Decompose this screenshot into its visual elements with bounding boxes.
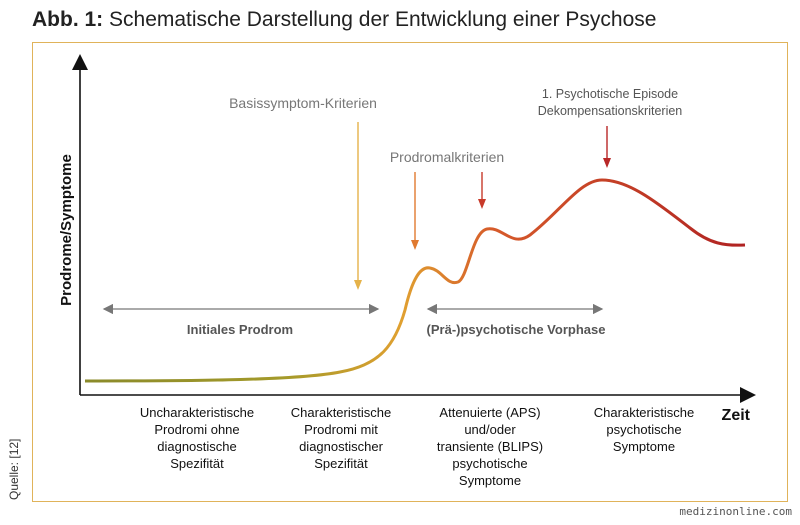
- episode-arrow-head: [603, 158, 611, 168]
- episode-label-line1: 1. Psychotische Episode: [542, 87, 678, 101]
- stage-4-description: Charakteristische psychotische Symptome: [594, 405, 694, 454]
- figure-caption: Schematische Darstellung der Entwicklung…: [109, 8, 657, 31]
- source-note: Quelle: [12]: [7, 438, 21, 500]
- stage-2-description: Charakteristische Prodromi mit diagnosti…: [291, 405, 391, 471]
- stage-text: diagnostische: [157, 439, 237, 454]
- stage-text: transiente (BLIPS): [437, 439, 543, 454]
- episode-label-line2: Dekompensationskriterien: [538, 104, 683, 118]
- stage-text: Symptome: [613, 439, 675, 454]
- prodromal-criteria-label: Prodromalkriterien: [390, 149, 504, 165]
- basis-arrow-head: [354, 280, 362, 290]
- figure-number: Abb. 1:: [32, 8, 104, 31]
- x-axis-label: Zeit: [722, 407, 751, 424]
- stage-1-description: Uncharakteristische Prodromi ohne diagno…: [140, 405, 254, 471]
- stage-text: Symptome: [459, 473, 521, 488]
- prodromal-arrow-2-head: [478, 199, 486, 209]
- stage-text: Prodromi ohne: [154, 422, 239, 437]
- initial-phase-label: Initiales Prodrom: [187, 322, 293, 337]
- stage-text: Attenuierte (APS): [439, 405, 540, 420]
- stage-text: Uncharakteristische: [140, 405, 254, 420]
- stage-text: Spezifität: [314, 456, 368, 471]
- prodromal-arrow-1-head: [411, 240, 419, 250]
- stage-text: psychotische: [606, 422, 681, 437]
- figure-title: Abb. 1: Schematische Darstellung der Ent…: [32, 8, 656, 32]
- stage-text: und/oder: [464, 422, 516, 437]
- y-axis-label: Prodrome/Symptome: [58, 154, 75, 306]
- stage-text: Charakteristische: [594, 405, 694, 420]
- stage-text: Spezifität: [170, 456, 224, 471]
- pre-phase-label: (Prä-)psychotische Vorphase: [427, 322, 606, 337]
- stage-3-description: Attenuierte (APS) und/oder transiente (B…: [437, 405, 543, 488]
- basis-criteria-label: Basissymptom-Kriterien: [229, 95, 377, 111]
- stage-text: diagnostischer: [299, 439, 383, 454]
- diagram-frame: [32, 42, 788, 502]
- watermark: medizinonline.com: [679, 505, 792, 518]
- stage-text: psychotische: [452, 456, 527, 471]
- stage-text: Charakteristische: [291, 405, 391, 420]
- symptom-curve: [84, 178, 746, 383]
- stage-text: Prodromi mit: [304, 422, 378, 437]
